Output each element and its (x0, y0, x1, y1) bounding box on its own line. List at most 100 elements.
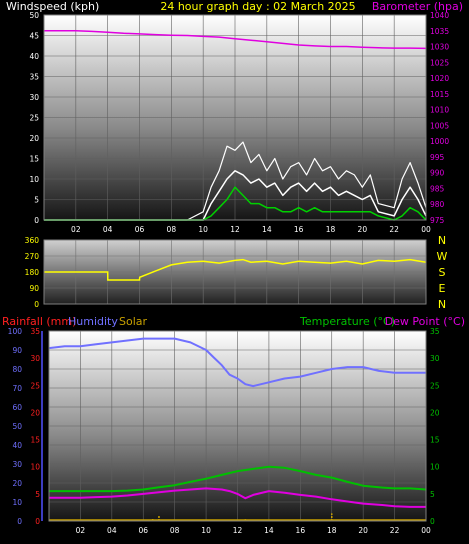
temp-x-ticks: 02 04 06 08 10 12 14 16 18 20 22 00 (76, 526, 431, 535)
rainfall-tick-label: 10 (30, 463, 40, 472)
temp-x-tick-label: 18 (327, 526, 337, 535)
direction-tick-label: 270 (25, 252, 40, 261)
humidity-tick-label: 0 (17, 517, 22, 526)
temperature-tick-label: 20 (430, 408, 440, 417)
humidity-tick-label: 50 (12, 422, 22, 431)
temp-x-tick-label: 12 (233, 526, 243, 535)
humidity-line (48, 337, 426, 388)
humidity-tick-label: 60 (12, 403, 22, 412)
compass-label: S (439, 266, 446, 279)
solar-axis-label: Solar (119, 315, 148, 328)
windspeed-tick-label: 25 (29, 114, 39, 123)
temp-x-tick-label: 08 (170, 526, 180, 535)
temp-series (48, 337, 427, 521)
wind-x-tick-label: 12 (230, 225, 240, 234)
rainfall-tick-label: 25 (30, 381, 40, 390)
barometer-tick-label: 1005 (430, 121, 449, 130)
temperature-tick-label: 15 (430, 436, 440, 445)
temp-x-tick-label: 00 (421, 526, 431, 535)
dewpoint-axis-label: Dew Point (°C) (385, 315, 465, 328)
humidity-tick-label: 70 (12, 384, 22, 393)
humidity-tick-label: 10 (12, 498, 22, 507)
windspeed-tick-label: 0 (34, 216, 39, 225)
windspeed-tick-label: 5 (34, 196, 39, 205)
temp-x-tick-label: 16 (296, 526, 306, 535)
humidity-tick-label: 40 (12, 441, 22, 450)
windspeed-tick-label: 10 (29, 175, 39, 184)
windspeed-tick-label: 20 (29, 134, 39, 143)
windspeed-axis-label: Windspeed (kph) (6, 0, 99, 13)
barometer-tick-label: 1025 (430, 58, 449, 67)
direction-tick-label: 90 (29, 284, 39, 293)
wind-plot-frame (43, 14, 427, 221)
temperature-ticks: 0 5 10 15 20 25 30 35 (430, 327, 440, 526)
humidity-tick-label: 80 (12, 365, 22, 374)
temp-x-tick-label: 10 (201, 526, 211, 535)
temperature-tick-label: 35 (430, 327, 440, 336)
windspeed-tick-label: 35 (29, 73, 39, 82)
barometer-tick-label: 1030 (430, 43, 449, 52)
humidity-tick-label: 30 (12, 460, 22, 469)
wind-x-tick-label: 22 (389, 225, 399, 234)
barometer-tick-label: 1015 (430, 90, 449, 99)
wind-series (43, 30, 427, 221)
wind-x-tick-label: 08 (167, 225, 177, 234)
temperature-tick-label: 30 (430, 354, 440, 363)
windspeed-tick-label: 40 (29, 52, 39, 61)
windspeed-ticks: 0 5 10 15 20 25 30 35 40 45 50 (29, 11, 39, 225)
rainfall-tick-label: 20 (30, 408, 40, 417)
compass-label: N (438, 298, 446, 311)
barometer-tick-label: 975 (430, 216, 445, 225)
direction-tick-label: 180 (25, 268, 40, 277)
direction-line (44, 258, 427, 281)
temp-x-tick-label: 04 (107, 526, 117, 535)
rainfall-tick-label: 35 (30, 327, 40, 336)
direction-degree-ticks: 0 90 180 270 360 (25, 236, 40, 309)
temp-x-tick-label: 14 (264, 526, 274, 535)
direction-plot-frame (43, 239, 427, 305)
temp-plot-frame (48, 330, 427, 522)
wind-x-tick-label: 00 (421, 225, 431, 234)
rainfall-tick-label: 5 (35, 490, 40, 499)
rainfall-ticks: 0 5 10 15 20 25 30 35 (30, 327, 40, 526)
direction-tick-label: 0 (34, 300, 39, 309)
wind-x-tick-label: 06 (135, 225, 145, 234)
temperature-tick-label: 0 (430, 517, 435, 526)
compass-label: E (439, 282, 446, 295)
direction-tick-label: 360 (25, 236, 40, 245)
temp-x-tick-label: 06 (138, 526, 148, 535)
chart-title: 24 hour graph day : 02 March 2025 (160, 0, 355, 13)
windspeed-tick-label: 30 (29, 93, 39, 102)
wind-x-tick-label: 20 (358, 225, 368, 234)
humidity-ticks: 0 10 20 30 40 50 60 70 80 90 100 (8, 327, 23, 526)
wind-x-tick-label: 10 (198, 225, 208, 234)
windspeed-tick-label: 45 (29, 32, 39, 41)
temp-x-tick-label: 20 (358, 526, 368, 535)
rainfall-axis-label: Rainfall (mm) (2, 315, 76, 328)
rainfall-tick-label: 30 (30, 354, 40, 363)
wind-x-tick-label: 04 (103, 225, 113, 234)
temperature-tick-label: 25 (430, 381, 440, 390)
barometer-tick-label: 1040 (430, 11, 449, 20)
humidity-tick-label: 90 (12, 346, 22, 355)
direction-series (43, 258, 427, 281)
compass-label: N (438, 234, 446, 247)
barometer-tick-label: 1000 (430, 137, 449, 146)
temperature-tick-label: 5 (430, 490, 435, 499)
windspeed-tick-label: 15 (29, 155, 39, 164)
temp-x-tick-label: 22 (390, 526, 400, 535)
temperature-axis-label: Temperature (°C) (299, 315, 395, 328)
wind-x-tick-label: 14 (262, 225, 272, 234)
wind-x-ticks: 02 04 06 08 10 12 14 16 18 20 22 00 (71, 225, 431, 234)
barometer-axis-label: Barometer (hpa) (372, 0, 463, 13)
barometer-tick-label: 1020 (430, 74, 449, 83)
barometer-ticks: 975 980 985 990 995 1000 1005 1010 1015 1020 1025 1… (430, 11, 449, 225)
barometer-tick-label: 1035 (430, 27, 449, 36)
humidity-axis-label: Humidity (68, 315, 118, 328)
windspeed-tick-label: 50 (29, 11, 39, 20)
temp-x-tick-label: 02 (76, 526, 86, 535)
barometer-tick-label: 995 (430, 153, 445, 162)
barometer-tick-label: 990 (430, 169, 445, 178)
